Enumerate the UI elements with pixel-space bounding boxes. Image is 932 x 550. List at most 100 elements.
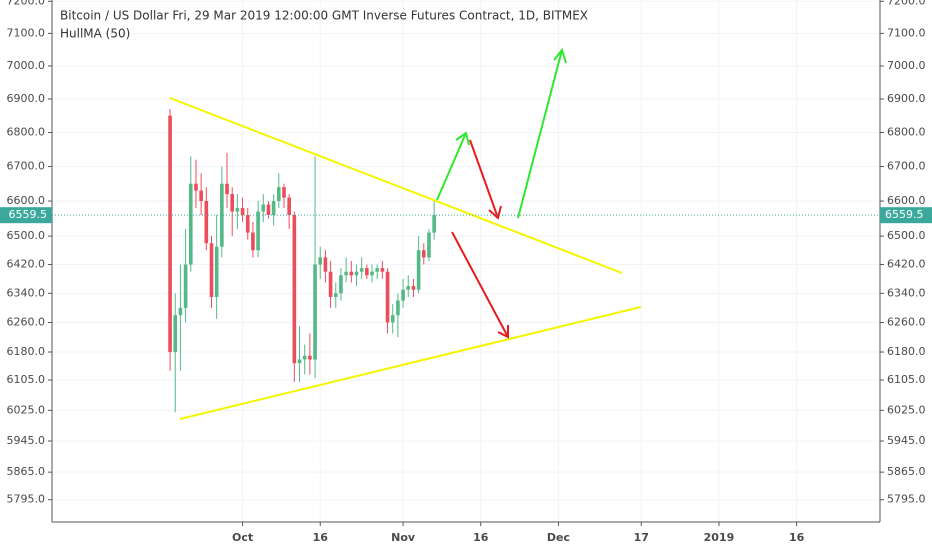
y-tick-label: 6105.0 (7, 373, 46, 386)
candle-body (292, 215, 297, 364)
candle-body (235, 208, 240, 212)
last-price-tag (880, 207, 932, 224)
x-tick-label: Oct (232, 531, 253, 544)
candle-body (401, 289, 405, 301)
candle-body (256, 211, 260, 251)
candle-body (390, 315, 395, 323)
y-tick-label: 6420.0 (887, 258, 926, 271)
y-tick-label: 7200.0 (887, 0, 926, 7)
candle-body (214, 246, 219, 297)
candle-body (240, 208, 245, 216)
candle-body (333, 293, 338, 297)
y-tick-label: 6600.0 (887, 194, 926, 207)
y-tick-label: 6105.0 (887, 373, 926, 386)
arrow (451, 231, 509, 339)
x-tick-label: 16 (313, 531, 329, 544)
candle-body (380, 268, 385, 272)
candle-body (287, 197, 291, 216)
trend-line (169, 97, 623, 274)
candle-body (406, 286, 411, 290)
candle-body (276, 187, 281, 202)
candle-body (328, 271, 333, 297)
candle-body (183, 264, 188, 308)
candle-body (225, 183, 229, 195)
y-tick-label: 5795.0 (887, 493, 926, 506)
y-tick-label: 6700.0 (887, 160, 926, 173)
trend-line (179, 306, 642, 420)
candle-body (199, 190, 203, 202)
candle-body (251, 232, 255, 251)
y-tick-label: 6260.0 (887, 315, 926, 328)
y-tick-label: 6340.0 (887, 286, 926, 299)
y-tick-label: 6025.0 (7, 403, 46, 416)
x-tick-label: Dec (547, 531, 570, 544)
y-tick-label: 5795.0 (7, 493, 46, 506)
candle-body (209, 243, 214, 297)
y-tick-label: 7000.0 (7, 59, 46, 72)
candle-body (375, 268, 380, 272)
candle-body (427, 232, 431, 258)
candle-body (266, 204, 271, 216)
y-tick-label: 6180.0 (887, 345, 926, 358)
y-tick-label: 6180.0 (7, 345, 46, 358)
y-tick-label: 7100.0 (7, 26, 46, 39)
last-price-tag (0, 207, 52, 224)
y-tick-label: 6420.0 (7, 258, 46, 271)
candle-body (188, 183, 193, 265)
last-price-label: 6559.5 (9, 208, 48, 221)
y-tick-label: 5865.0 (7, 465, 46, 478)
candle-body (349, 271, 354, 276)
y-tick-label: 6500.0 (7, 229, 46, 242)
candle-body (354, 271, 359, 276)
candle-body (204, 201, 209, 244)
y-tick-label: 6025.0 (887, 403, 926, 416)
y-tick-label: 6800.0 (887, 126, 926, 139)
arrow (517, 47, 567, 219)
candle-body (385, 271, 390, 323)
y-tick-label: 6900.0 (887, 92, 926, 105)
candle-body (178, 307, 183, 316)
arrow (469, 139, 502, 220)
candle-body (245, 215, 250, 233)
candle-body (194, 183, 198, 191)
x-tick-label: 17 (634, 531, 649, 544)
candle-body (302, 355, 307, 360)
candle-body (359, 268, 364, 272)
candle-body (173, 315, 178, 353)
y-tick-label: 6500.0 (887, 229, 926, 242)
candle-body (230, 194, 235, 212)
arrow (436, 131, 470, 201)
y-tick-label: 6800.0 (7, 126, 46, 139)
candle-body (365, 268, 369, 276)
candle-body (282, 187, 286, 198)
y-tick-label: 6600.0 (7, 194, 46, 207)
chart-title: Bitcoin / US Dollar Fri, 29 Mar 2019 12:… (60, 9, 588, 23)
y-tick-label: 5945.0 (7, 434, 46, 447)
y-tick-label: 7200.0 (7, 0, 46, 7)
y-tick-label: 6340.0 (7, 286, 46, 299)
x-tick-label: 16 (789, 531, 805, 544)
candle-body (271, 201, 276, 216)
candle-body (297, 359, 302, 364)
x-tick-label: Nov (391, 531, 416, 544)
y-tick-label: 5865.0 (887, 465, 926, 478)
y-tick-label: 5945.0 (887, 434, 926, 447)
candle-body (220, 183, 224, 247)
candle-body (344, 271, 348, 276)
candle-body (411, 286, 416, 290)
drawings (169, 47, 642, 420)
y-tick-label: 6700.0 (7, 160, 46, 173)
x-tick-label: 16 (473, 531, 489, 544)
y-tick-label: 6900.0 (7, 92, 46, 105)
candle-body (396, 300, 400, 316)
y-tick-label: 6260.0 (7, 315, 46, 328)
y-tick-label: 7100.0 (887, 26, 926, 39)
candle-body (318, 257, 323, 265)
candle-body (416, 250, 421, 290)
y-tick-label: 7000.0 (887, 59, 926, 72)
candle-body (313, 264, 317, 360)
candle-body (261, 204, 266, 212)
last-price-label: 6559.5 (885, 208, 924, 221)
x-tick-label: 2019 (704, 531, 735, 544)
